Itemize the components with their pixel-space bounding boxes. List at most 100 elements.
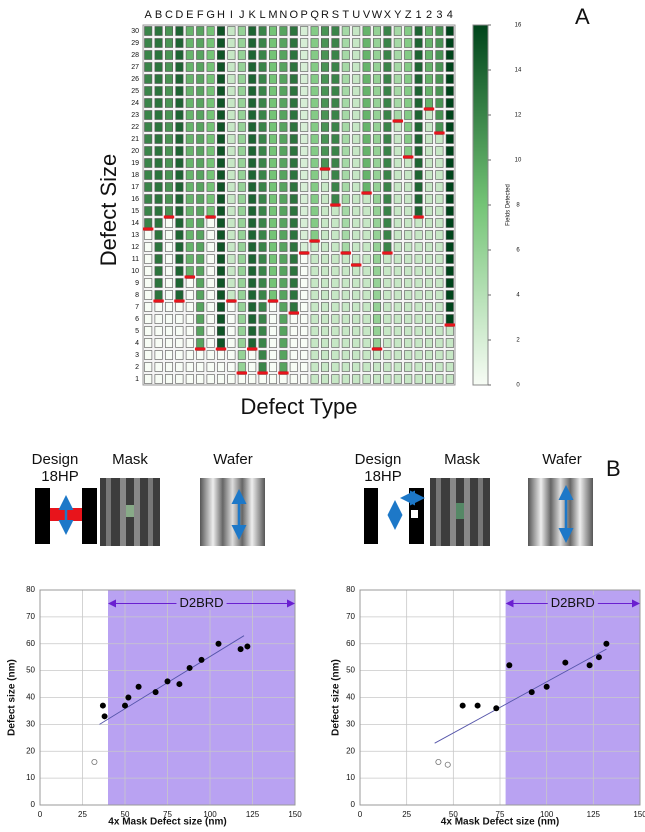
heat-cell <box>249 327 256 336</box>
heat-cell <box>290 171 297 180</box>
heat-cell <box>249 207 256 216</box>
heat-cell <box>217 27 224 36</box>
heat-cell <box>363 195 370 204</box>
heat-cell <box>394 171 401 180</box>
heat-cell <box>197 303 204 312</box>
heat-cell <box>165 171 172 180</box>
heat-cell <box>342 27 349 36</box>
heat-cell <box>197 87 204 96</box>
heat-cell <box>373 363 380 372</box>
heat-cell <box>384 27 391 36</box>
heat-cell <box>436 39 443 48</box>
heat-cell <box>290 75 297 84</box>
x-tick-label: 1 <box>416 9 422 21</box>
heat-cell <box>290 51 297 60</box>
x-tick-label: 25 <box>78 810 87 819</box>
heat-cell <box>176 231 183 240</box>
heat-cell <box>269 363 276 372</box>
heat-cell <box>197 207 204 216</box>
heat-cell <box>280 195 287 204</box>
y-tick-label: 30 <box>131 28 139 35</box>
threshold-marker <box>434 132 444 135</box>
heat-cell <box>425 243 432 252</box>
heat-cell <box>384 231 391 240</box>
heat-cell <box>415 303 422 312</box>
heat-cell <box>228 231 235 240</box>
heat-cell <box>363 135 370 144</box>
data-point <box>136 684 141 689</box>
heat-cell <box>176 27 183 36</box>
heat-cell <box>186 159 193 168</box>
heat-cell <box>197 27 204 36</box>
threshold-marker <box>445 324 455 327</box>
heat-cell <box>301 363 308 372</box>
heat-cell <box>373 375 380 384</box>
heat-cell <box>425 255 432 264</box>
heat-cell <box>342 51 349 60</box>
data-point <box>126 695 131 700</box>
heat-cell <box>353 51 360 60</box>
heat-cell <box>384 255 391 264</box>
heat-cell <box>373 243 380 252</box>
heat-cell <box>186 123 193 132</box>
heat-cell <box>353 375 360 384</box>
heat-cell <box>384 111 391 120</box>
heat-cell <box>436 147 443 156</box>
heat-cell <box>394 255 401 264</box>
y-tick-label: 50 <box>346 666 355 675</box>
heat-cell <box>280 291 287 300</box>
heat-cell <box>186 39 193 48</box>
heat-cell <box>332 75 339 84</box>
heat-cell <box>301 87 308 96</box>
heat-cell <box>373 255 380 264</box>
heat-cell <box>165 87 172 96</box>
heat-cell <box>332 123 339 132</box>
heat-cell <box>228 135 235 144</box>
heat-cell <box>446 255 453 264</box>
heat-cell <box>415 147 422 156</box>
heat-cell <box>321 135 328 144</box>
heat-cell <box>217 231 224 240</box>
heat-cell <box>363 315 370 324</box>
heat-cell <box>425 171 432 180</box>
heat-cell <box>363 363 370 372</box>
heat-cell <box>145 171 152 180</box>
heat-cell <box>311 159 318 168</box>
heat-cell <box>353 123 360 132</box>
heat-cell <box>238 375 245 384</box>
heat-cell <box>155 363 162 372</box>
heat-cell <box>446 219 453 228</box>
heat-cell <box>373 147 380 156</box>
x-tick-label: K <box>249 9 257 21</box>
heat-cell <box>249 75 256 84</box>
heat-cell <box>415 195 422 204</box>
heat-cell <box>394 123 401 132</box>
heat-cell <box>373 183 380 192</box>
heat-cell <box>436 303 443 312</box>
heat-cell <box>405 375 412 384</box>
heat-cell <box>238 267 245 276</box>
heat-cell <box>217 339 224 348</box>
heat-cell <box>394 291 401 300</box>
y-tick-label: 30 <box>26 719 35 728</box>
y-tick-label: 10 <box>131 268 139 275</box>
heat-cell <box>280 279 287 288</box>
heat-cell <box>415 231 422 240</box>
heat-cell <box>363 183 370 192</box>
y-axis-label: Defect Size <box>96 154 121 267</box>
heat-cell <box>363 243 370 252</box>
heat-cell <box>342 339 349 348</box>
heat-cell <box>353 231 360 240</box>
heat-cell <box>176 183 183 192</box>
heat-cell <box>238 75 245 84</box>
heat-cell <box>311 219 318 228</box>
heat-cell <box>145 99 152 108</box>
heat-cell <box>217 363 224 372</box>
heat-cell <box>290 27 297 36</box>
heat-cell <box>405 363 412 372</box>
heat-cell <box>311 231 318 240</box>
heat-cell <box>155 51 162 60</box>
heat-cell <box>165 327 172 336</box>
heat-cell <box>207 207 214 216</box>
heat-cell <box>446 135 453 144</box>
